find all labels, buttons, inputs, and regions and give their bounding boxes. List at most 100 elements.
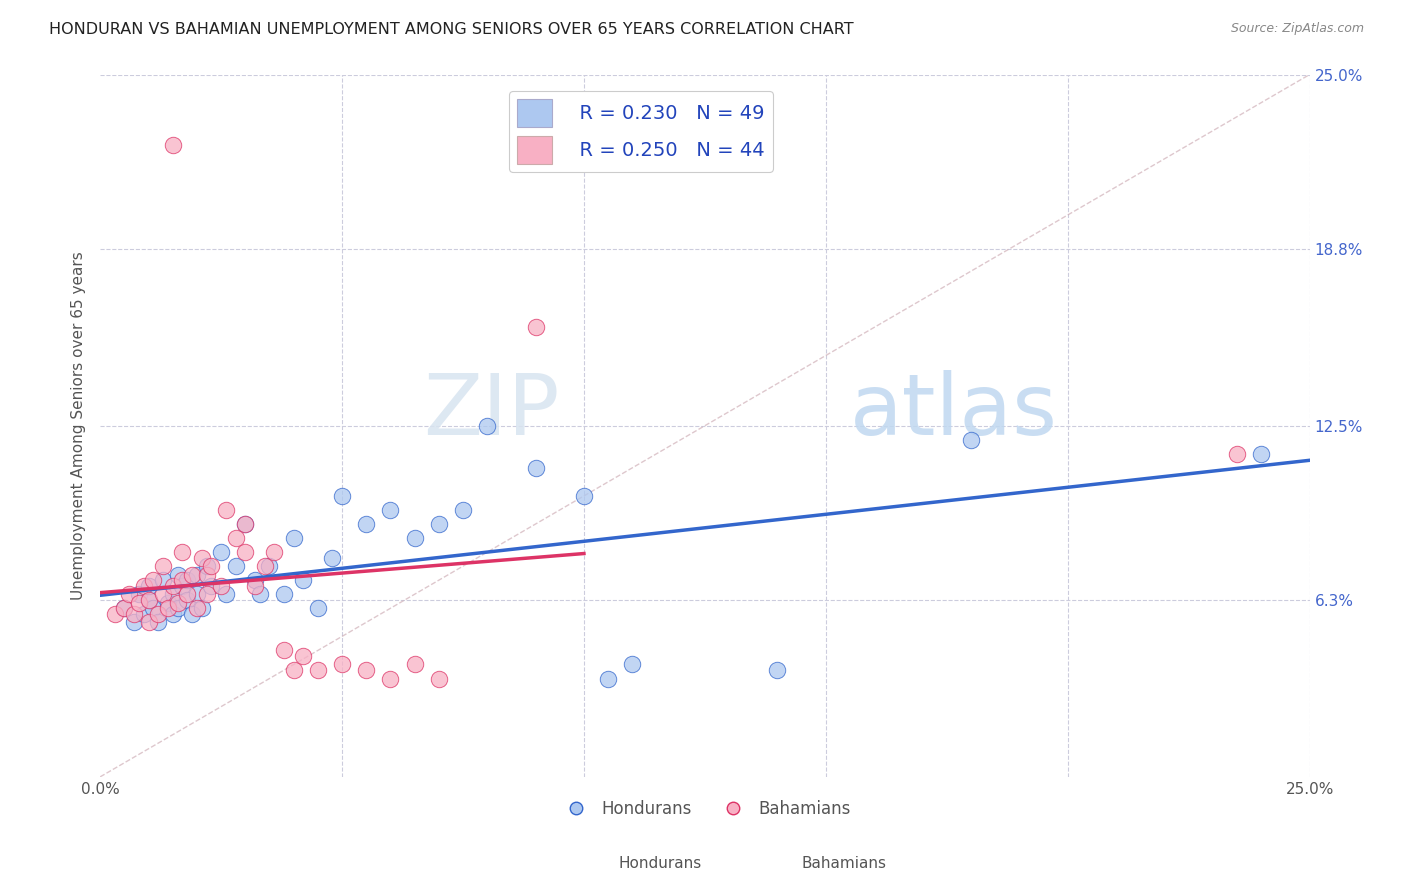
- Point: [598, 672, 620, 686]
- Point: [138, 615, 160, 630]
- Text: Hondurans: Hondurans: [619, 856, 702, 871]
- Point: [156, 596, 179, 610]
- Point: [186, 567, 208, 582]
- Point: [766, 663, 789, 677]
- Point: [166, 596, 188, 610]
- Point: [166, 601, 188, 615]
- Point: [172, 573, 194, 587]
- Point: [138, 593, 160, 607]
- Point: [118, 587, 141, 601]
- Point: [215, 503, 238, 517]
- Point: [243, 579, 266, 593]
- Point: [249, 587, 271, 601]
- Point: [138, 579, 160, 593]
- Point: [181, 607, 204, 621]
- Point: [152, 559, 174, 574]
- Point: [273, 643, 295, 657]
- Point: [572, 489, 595, 503]
- Point: [190, 550, 212, 565]
- Point: [190, 601, 212, 615]
- Point: [112, 601, 135, 615]
- Point: [307, 601, 329, 615]
- Point: [233, 545, 256, 559]
- Point: [225, 559, 247, 574]
- Point: [195, 559, 218, 574]
- Point: [162, 137, 184, 152]
- Point: [427, 672, 450, 686]
- Point: [186, 587, 208, 601]
- Point: [142, 573, 165, 587]
- Point: [176, 573, 198, 587]
- Point: [122, 607, 145, 621]
- Point: [209, 545, 232, 559]
- Point: [960, 433, 983, 447]
- Point: [404, 531, 426, 545]
- Point: [283, 531, 305, 545]
- Point: [427, 516, 450, 531]
- Point: [263, 545, 285, 559]
- Point: [404, 657, 426, 672]
- Point: [292, 648, 315, 663]
- Point: [176, 587, 198, 601]
- Point: [233, 516, 256, 531]
- Point: [195, 587, 218, 601]
- Point: [128, 587, 150, 601]
- Point: [321, 550, 343, 565]
- Text: HONDURAN VS BAHAMIAN UNEMPLOYMENT AMONG SENIORS OVER 65 YEARS CORRELATION CHART: HONDURAN VS BAHAMIAN UNEMPLOYMENT AMONG …: [49, 22, 853, 37]
- Point: [330, 489, 353, 503]
- Point: [354, 663, 377, 677]
- Point: [132, 607, 155, 621]
- Point: [112, 601, 135, 615]
- Point: [330, 657, 353, 672]
- Point: [253, 559, 276, 574]
- Text: Bahamians: Bahamians: [801, 856, 886, 871]
- Point: [138, 593, 160, 607]
- Point: [451, 503, 474, 517]
- Point: [259, 559, 281, 574]
- Point: [152, 587, 174, 601]
- Point: [283, 663, 305, 677]
- Point: [273, 587, 295, 601]
- Point: [475, 418, 498, 433]
- Point: [243, 573, 266, 587]
- Point: [524, 460, 547, 475]
- Point: [621, 657, 644, 672]
- Point: [128, 596, 150, 610]
- Point: [172, 545, 194, 559]
- Point: [166, 567, 188, 582]
- Point: [122, 615, 145, 630]
- Point: [380, 672, 402, 686]
- Point: [104, 607, 127, 621]
- Legend: Hondurans, Bahamians: Hondurans, Bahamians: [553, 793, 858, 825]
- Text: atlas: atlas: [851, 370, 1059, 453]
- Point: [1226, 447, 1249, 461]
- Point: [186, 601, 208, 615]
- Point: [162, 579, 184, 593]
- Point: [195, 567, 218, 582]
- Point: [148, 607, 170, 621]
- Point: [200, 579, 222, 593]
- Point: [380, 503, 402, 517]
- Point: [292, 573, 315, 587]
- Y-axis label: Unemployment Among Seniors over 65 years: Unemployment Among Seniors over 65 years: [72, 252, 86, 600]
- Point: [200, 559, 222, 574]
- Point: [142, 601, 165, 615]
- Point: [1250, 447, 1272, 461]
- Point: [209, 579, 232, 593]
- Point: [354, 516, 377, 531]
- Point: [162, 607, 184, 621]
- Point: [181, 567, 204, 582]
- Text: Source: ZipAtlas.com: Source: ZipAtlas.com: [1230, 22, 1364, 36]
- Point: [132, 579, 155, 593]
- Point: [233, 516, 256, 531]
- Point: [524, 320, 547, 334]
- Point: [307, 663, 329, 677]
- Point: [172, 579, 194, 593]
- Text: ZIP: ZIP: [423, 370, 560, 453]
- Point: [148, 615, 170, 630]
- Point: [162, 587, 184, 601]
- Point: [225, 531, 247, 545]
- Point: [215, 587, 238, 601]
- Point: [152, 573, 174, 587]
- Point: [156, 601, 179, 615]
